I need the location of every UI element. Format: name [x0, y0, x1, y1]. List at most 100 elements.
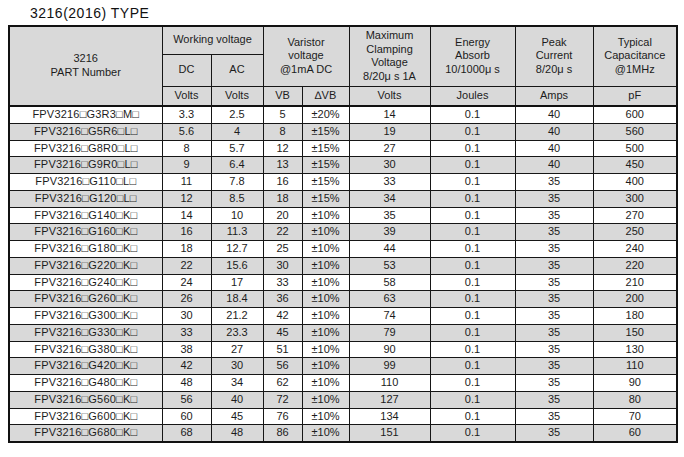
energy-joules-cell: 0.1: [430, 157, 515, 174]
clamping-volts-cell: 27: [349, 140, 430, 157]
dc-volts-cell: 8: [162, 140, 211, 157]
peak-amps-cell: 35: [515, 408, 593, 425]
clamping-volts-cell: 58: [349, 274, 430, 291]
delta-vb-cell: ±10%: [302, 257, 349, 274]
energy-joules-cell: 0.1: [430, 207, 515, 224]
part-number-cell: FPV3216□G240□K□: [9, 274, 162, 291]
table-row: FPV3216□G480□K□483462±10%1100.13590: [9, 375, 677, 392]
capacitance-pf-cell: 80: [593, 391, 677, 408]
capacitance-pf-cell: 400: [593, 174, 677, 191]
ac-volts-cell: 17: [211, 274, 263, 291]
table-row: FPV3216□G300□K□3021.242±10%740.135180: [9, 308, 677, 325]
energy-joules-cell: 0.1: [430, 425, 515, 442]
table-row: FPV3216□G160□K□1611.322±10%390.135250: [9, 224, 677, 241]
vb-cell: 8: [263, 123, 302, 140]
ac-volts-cell: 45: [211, 408, 263, 425]
energy-joules-cell: 0.1: [430, 408, 515, 425]
dc-volts-cell: 14: [162, 207, 211, 224]
varistor-spec-table: 3216 PART Number Working voltage Varisto…: [8, 25, 678, 443]
peak-amps-cell: 35: [515, 391, 593, 408]
part-number-cell: FPV3216□G3R3□M□: [9, 106, 162, 123]
clamping-volts-cell: 134: [349, 408, 430, 425]
delta-vb-cell: ±10%: [302, 425, 349, 442]
clamping-volts-cell: 79: [349, 324, 430, 341]
energy-joules-cell: 0.1: [430, 291, 515, 308]
clamping-volts-cell: 74: [349, 308, 430, 325]
peak-amps-cell: 35: [515, 291, 593, 308]
delta-vb-cell: ±15%: [302, 174, 349, 191]
dc-volts-cell: 60: [162, 408, 211, 425]
peak-amps-cell: 35: [515, 274, 593, 291]
vb-cell: 12: [263, 140, 302, 157]
table-row: FPV3216□G3R3□M□3.32.55±20%140.140600: [9, 106, 677, 123]
vb-cell: 30: [263, 257, 302, 274]
energy-joules-cell: 0.1: [430, 341, 515, 358]
dc-volts-cell: 42: [162, 358, 211, 375]
capacitance-pf-cell: 270: [593, 207, 677, 224]
ac-volts-cell: 8.5: [211, 190, 263, 207]
capacitance-pf-cell: 300: [593, 190, 677, 207]
table-row: FPV3216□G9R0□L□96.413±15%300.140450: [9, 157, 677, 174]
dc-volts-cell: 22: [162, 257, 211, 274]
table-row: FPV3216□G420□K□423056±10%990.135110: [9, 358, 677, 375]
dc-volts-cell: 16: [162, 224, 211, 241]
table-row: FPV3216□G110□L□117.816±15%330.135400: [9, 174, 677, 191]
unit-amps: Amps: [515, 86, 593, 106]
dc-volts-cell: 30: [162, 308, 211, 325]
energy-joules-cell: 0.1: [430, 274, 515, 291]
vb-cell: 5: [263, 106, 302, 123]
header-peak-current: Peak Current 8/20μ s: [515, 26, 593, 86]
delta-vb-cell: ±10%: [302, 324, 349, 341]
capacitance-pf-cell: 130: [593, 341, 677, 358]
dc-volts-cell: 18: [162, 241, 211, 258]
vb-cell: 20: [263, 207, 302, 224]
vb-cell: 22: [263, 224, 302, 241]
peak-amps-cell: 35: [515, 190, 593, 207]
delta-vb-cell: ±10%: [302, 224, 349, 241]
delta-vb-cell: ±10%: [302, 207, 349, 224]
energy-joules-cell: 0.1: [430, 174, 515, 191]
part-number-cell: FPV3216□G420□K□: [9, 358, 162, 375]
capacitance-pf-cell: 110: [593, 358, 677, 375]
ac-volts-cell: 18.4: [211, 291, 263, 308]
header-max-clamping-voltage: Maximum Clamping Voltage 8/20μ s 1A: [349, 26, 430, 86]
delta-vb-cell: ±10%: [302, 308, 349, 325]
ac-volts-cell: 4: [211, 123, 263, 140]
dc-volts-cell: 56: [162, 391, 211, 408]
header-energy-absorb: Energy Absorb 10/1000μ s: [430, 26, 515, 86]
ac-volts-cell: 6.4: [211, 157, 263, 174]
clamping-volts-cell: 34: [349, 190, 430, 207]
ac-volts-cell: 27: [211, 341, 263, 358]
unit-pf: pF: [593, 86, 677, 106]
delta-vb-cell: ±15%: [302, 157, 349, 174]
clamping-volts-cell: 110: [349, 375, 430, 392]
energy-joules-cell: 0.1: [430, 140, 515, 157]
energy-joules-cell: 0.1: [430, 324, 515, 341]
vb-cell: 45: [263, 324, 302, 341]
capacitance-pf-cell: 180: [593, 308, 677, 325]
peak-amps-cell: 35: [515, 224, 593, 241]
capacitance-pf-cell: 200: [593, 291, 677, 308]
clamping-volts-cell: 99: [349, 358, 430, 375]
clamping-volts-cell: 35: [349, 207, 430, 224]
table-row: FPV3216□G330□K□3323.345±10%790.135150: [9, 324, 677, 341]
clamping-volts-cell: 90: [349, 341, 430, 358]
ac-volts-cell: 10: [211, 207, 263, 224]
dc-volts-cell: 38: [162, 341, 211, 358]
dc-volts-cell: 48: [162, 375, 211, 392]
peak-amps-cell: 35: [515, 324, 593, 341]
ac-volts-cell: 40: [211, 391, 263, 408]
unit-joules: Joules: [430, 86, 515, 106]
peak-amps-cell: 35: [515, 341, 593, 358]
vb-cell: 18: [263, 190, 302, 207]
ac-volts-cell: 15.6: [211, 257, 263, 274]
clamping-volts-cell: 127: [349, 391, 430, 408]
part-number-cell: FPV3216□G160□K□: [9, 224, 162, 241]
table-row: FPV3216□G220□K□2215.630±10%530.135220: [9, 257, 677, 274]
table-row: FPV3216□G680□K□684886±10%1510.13560: [9, 425, 677, 442]
header-ac: AC: [211, 54, 263, 86]
part-number-cell: FPV3216□G120□L□: [9, 190, 162, 207]
delta-vb-cell: ±10%: [302, 241, 349, 258]
part-number-cell: FPV3216□G300□K□: [9, 308, 162, 325]
part-number-cell: FPV3216□G8R0□L□: [9, 140, 162, 157]
